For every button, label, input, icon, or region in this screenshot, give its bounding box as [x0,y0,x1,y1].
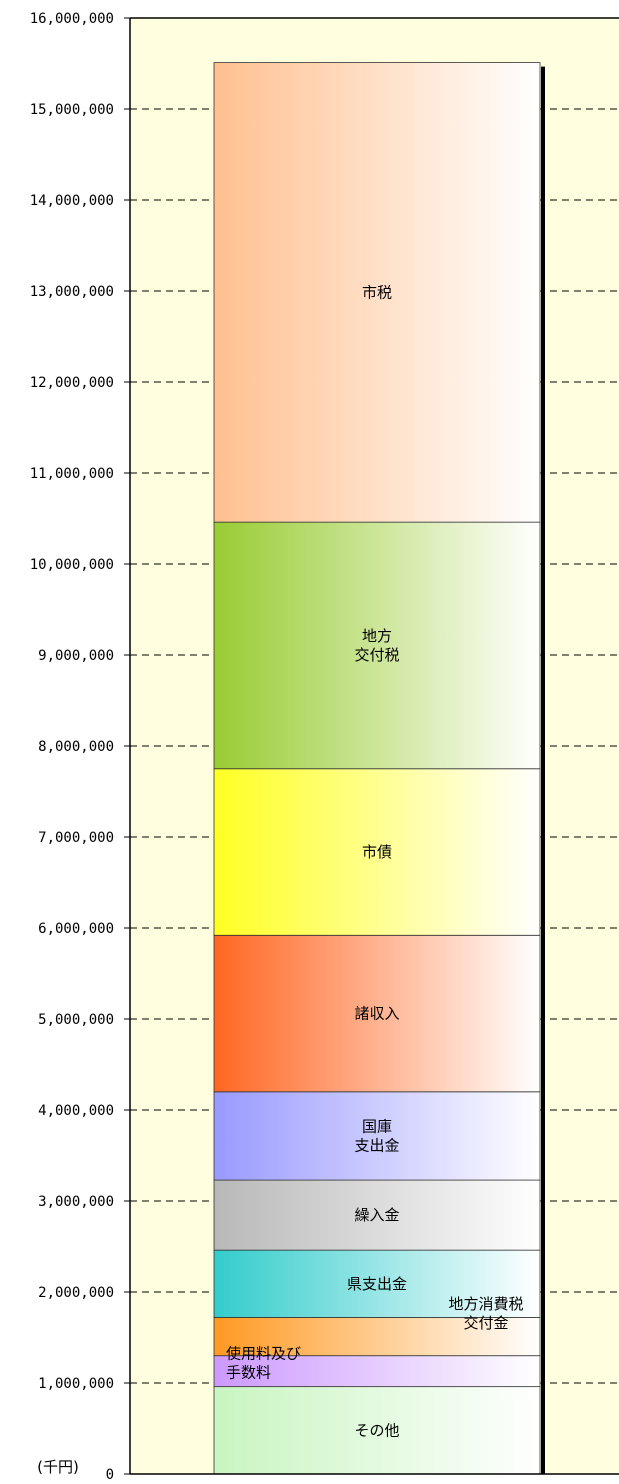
y-tick-label: 0 [106,1467,114,1483]
segment-label: 市税 [362,283,392,301]
bar-segment [213,1249,541,1318]
y-tick-label: 13,000,000 [30,284,114,300]
bar-segment [213,521,541,770]
bar-segment [213,1355,541,1388]
segment-label: 国庫支出金 [354,1117,399,1154]
segment-label: 地方消費税交付金 [448,1295,523,1332]
segment-labels: その他 使用料及び手数料 地方消費税交付金 県支出金 繰入金 国庫支出金 諸収入 市債 地方交付… [226,283,524,1439]
y-tick-label: 11,000,000 [30,466,114,482]
segment-label: 繰入金 [354,1206,399,1224]
y-tick-label: 5,000,000 [38,1012,114,1028]
unit-label: (千円) [37,1458,79,1476]
bar-segment [213,1179,541,1251]
bar-segment [213,768,541,936]
y-tick-label: 16,000,000 [30,11,114,27]
y-tick-label: 15,000,000 [30,102,114,118]
y-tick-label: 1,000,000 [38,1376,114,1392]
y-tick-label: 10,000,000 [30,557,114,573]
y-tick-label: 12,000,000 [30,375,114,391]
segment-label: 地方交付税 [354,627,399,664]
segment-label: 市債 [362,843,392,861]
segment-label: 県支出金 [347,1275,407,1293]
segment-label: 使用料及び手数料 [226,1345,301,1382]
stacked-bar [213,62,545,1475]
y-tick-label: 9,000,000 [38,648,114,664]
segment-label: 諸収入 [354,1005,399,1023]
y-tick-label: 14,000,000 [30,193,114,209]
bar-segment [213,1317,541,1357]
y-tick-label: 3,000,000 [38,1194,114,1210]
bar-segment [213,62,541,523]
bar-segment [213,1091,541,1181]
axes: 0 1,000,000 2,000,000 3,000,000 4,000,000 5,0… [30,11,619,1483]
y-tick-label: 2,000,000 [38,1285,114,1301]
y-tick-label: 7,000,000 [38,830,114,846]
y-tick-label: 6,000,000 [38,921,114,937]
segment-label: その他 [354,1421,399,1439]
bar-segment [213,1386,541,1475]
y-tick-label: 4,000,000 [38,1103,114,1119]
y-tick-label: 8,000,000 [38,739,114,755]
